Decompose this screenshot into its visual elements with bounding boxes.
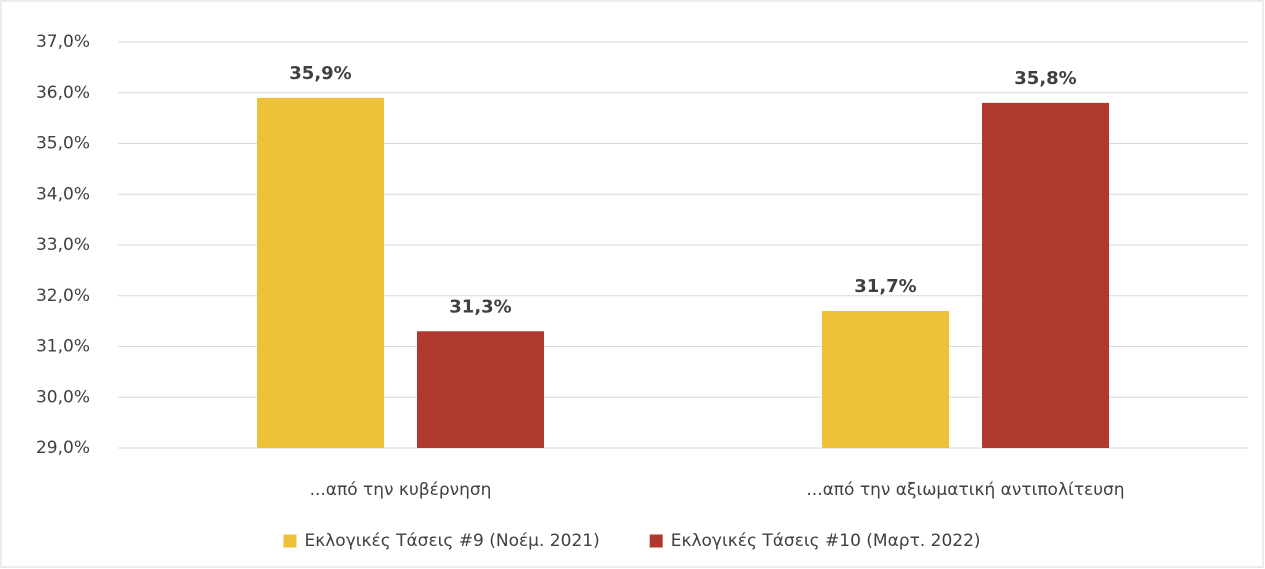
y-tick-label: 37,0% xyxy=(36,32,90,52)
value-label: 35,9% xyxy=(289,63,351,84)
bar xyxy=(257,97,384,448)
legend-label: Εκλογικές Τάσεις #10 (Μαρτ. 2022) xyxy=(671,531,981,551)
legend-swatch xyxy=(649,534,663,548)
value-label: 35,8% xyxy=(1014,68,1076,89)
y-tick-label: 31,0% xyxy=(36,337,90,357)
y-tick-label: 35,0% xyxy=(36,134,90,154)
legend-label: Εκλογικές Τάσεις #9 (Νοέμ. 2021) xyxy=(304,531,599,551)
value-label: 31,7% xyxy=(854,276,916,297)
bar xyxy=(982,102,1109,449)
x-tick-label: ...από την κυβέρνηση xyxy=(310,480,492,500)
y-tick-label: 34,0% xyxy=(36,184,90,204)
bar xyxy=(822,310,949,448)
bar xyxy=(417,331,544,448)
y-tick-label: 30,0% xyxy=(36,387,90,407)
legend-swatch xyxy=(283,534,297,548)
value-label: 31,3% xyxy=(449,296,511,317)
y-tick-label: 29,0% xyxy=(36,438,90,458)
y-tick-label: 33,0% xyxy=(36,235,90,255)
y-tick-label: 36,0% xyxy=(36,83,90,103)
x-tick-label: ...από την αξιωματική αντιπολίτευση xyxy=(806,480,1124,500)
y-tick-label: 32,0% xyxy=(36,286,90,306)
